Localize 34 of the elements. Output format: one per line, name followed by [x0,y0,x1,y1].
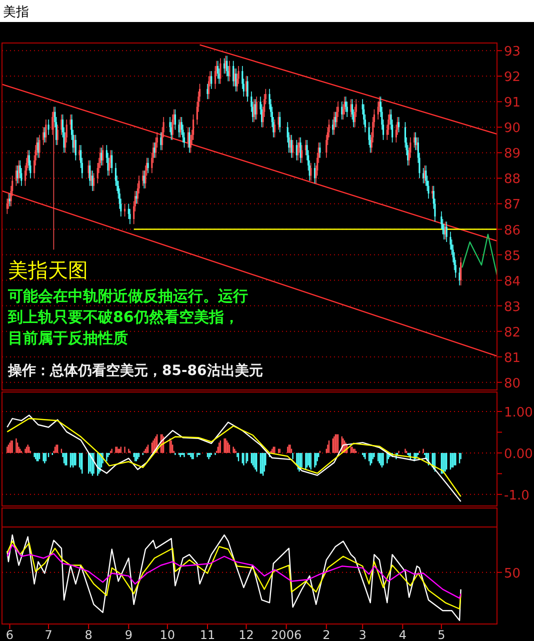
x-tick-label: 6 [6,628,14,641]
annotation: 美指天图 [8,257,89,284]
x-tick-label: 4 [398,628,406,641]
text: 50 [504,566,521,582]
y-tick-label: 88 [504,172,521,188]
x-tick-label: 2006 [271,628,302,641]
annotation: 可能会在中轨附近做反抽运行。运行到上轨只要不破86仍然看空美指，目前属于反抽性质 [8,286,249,349]
y-tick-label: 80 [504,376,521,392]
y-tick-label: 92 [504,70,521,86]
chart-title: 美指 [3,4,29,21]
y-tick-label: 87 [504,198,521,213]
x-tick-label: 5 [438,628,446,641]
x-tick-label: 2 [322,628,330,641]
y-tick-label: -1.0 [504,488,530,504]
x-tick-label: 12 [238,628,254,641]
y-tick-label: 82 [504,325,521,340]
x-tick-label: 10 [160,628,176,641]
y-tick-label: 93 [504,44,521,60]
x-tick-label: 11 [200,628,216,641]
y-tick-label: 89 [504,146,521,162]
y-tick-label: 83 [504,300,521,315]
y-tick-label: 90 [504,121,521,136]
y-tick-label: 1.00 [504,405,533,420]
y-tick-label: 86 [504,223,521,238]
y-tick-label: 0.00 [504,446,533,462]
x-tick-label: 3 [358,628,366,641]
y-tick-label: 85 [504,248,521,264]
x-tick-label: 9 [124,628,132,641]
y-tick-label: 81 [504,350,521,366]
y-tick-label: 84 [504,274,521,290]
annotation: 操作：总体仍看空美元，85-86沽出美元 [8,362,264,381]
x-tick-label: 8 [84,628,92,641]
y-tick-label: 91 [504,96,521,111]
x-tick-label: 7 [44,628,52,641]
